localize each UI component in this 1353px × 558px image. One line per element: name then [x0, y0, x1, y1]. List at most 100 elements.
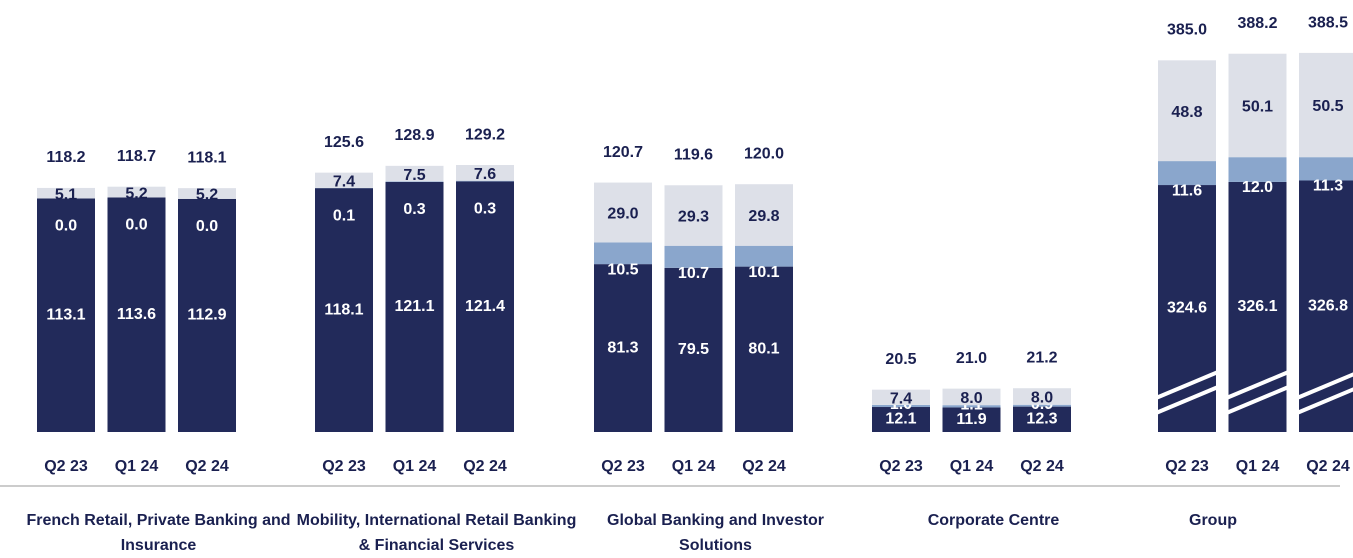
segment-label: 11.3 [1313, 178, 1343, 195]
segment-label: 5.2 [125, 185, 147, 202]
segment-label: 7.4 [890, 391, 912, 408]
chart: 113.1 0.0 5.1 118.2 Q2 23 113.6 0.0 5.2 118.7 Q1 … [0, 14, 1353, 487]
axis-break [1296, 372, 1353, 400]
total-label: 388.5 [1308, 14, 1348, 31]
bar-segment [1299, 52, 1353, 158]
bar-segment [315, 172, 373, 188]
bar-segment [735, 245, 793, 267]
segment-label: 29.8 [748, 208, 779, 225]
bar-segment [178, 198, 236, 432]
segment-label: 12.0 [1242, 179, 1273, 196]
segment-label: 50.1 [1242, 99, 1273, 116]
segment-label: 0.0 [55, 218, 77, 235]
bar-segment [664, 267, 723, 432]
segment-label: 80.1 [748, 341, 779, 358]
x-tick-label: Q2 23 [879, 458, 923, 475]
bar-segment [872, 407, 930, 432]
segment-label: 29.0 [607, 206, 638, 223]
bar-segment [735, 266, 793, 432]
x-tick-label: Q1 24 [672, 458, 716, 475]
segment-label: 118.1 [324, 301, 363, 318]
bar-segment [872, 389, 930, 405]
axis-break [1155, 385, 1219, 415]
segment-label: 0.0 [196, 218, 218, 235]
bar-segment [385, 181, 444, 432]
segment-label: 0.0 [125, 217, 147, 234]
segment-label: 50.5 [1312, 98, 1343, 115]
bar-segment [456, 180, 514, 182]
segment-label: 0.3 [403, 201, 425, 218]
segment-label: 81.3 [607, 339, 638, 356]
segment-label: 326.8 [1308, 297, 1348, 314]
bar-segment [456, 181, 514, 432]
segment-label: 121.1 [394, 298, 434, 315]
x-tick-label: Q2 24 [1020, 458, 1064, 475]
segment-label: 324.6 [1167, 300, 1207, 317]
total-label: 129.2 [465, 126, 505, 143]
bar-segment [385, 181, 444, 182]
group-title: Mobility, International Retail Banking &… [296, 512, 577, 554]
bar-segment [107, 197, 166, 432]
x-tick-label: Q1 24 [1236, 458, 1280, 475]
axis-break [1296, 387, 1353, 415]
bar-segment [1299, 180, 1353, 432]
bar-segment [594, 242, 652, 265]
bar-segment [942, 388, 1001, 406]
x-tick-label: Q2 23 [601, 458, 645, 475]
segment-label: 7.5 [403, 167, 425, 184]
segment-label: 79.5 [678, 341, 709, 358]
segment-label: 8.0 [960, 390, 982, 407]
bar-segment [1228, 157, 1287, 182]
bar-segment [942, 405, 1001, 408]
axis-break [1225, 385, 1290, 415]
total-label: 125.6 [324, 134, 364, 151]
bar-segment [385, 165, 444, 182]
bar-segment [1158, 161, 1216, 186]
total-label: 128.9 [394, 127, 434, 144]
bar-segment [315, 188, 373, 432]
total-label: 118.2 [46, 149, 85, 166]
axis-break [1225, 370, 1290, 400]
bar-segment [1299, 157, 1353, 181]
segment-label: 112.9 [187, 307, 226, 324]
x-tick-label: Q1 24 [115, 458, 159, 475]
segment-label: 48.8 [1171, 104, 1202, 121]
segment-label: 11.9 [956, 411, 986, 428]
bar-segment [107, 186, 166, 198]
bar-segment [594, 182, 652, 243]
bar-segment [37, 187, 95, 199]
x-tick-label: Q2 24 [742, 458, 786, 475]
segment-label: 5.2 [196, 187, 218, 204]
group-title: Global Banking and Investor Solutions [607, 512, 824, 554]
x-tick-label: Q1 24 [393, 458, 437, 475]
total-label: 119.6 [674, 146, 713, 163]
total-label: 120.0 [744, 145, 784, 162]
bar-segment [1013, 388, 1071, 405]
segment-label: 11.6 [1172, 182, 1202, 199]
segment-label: 29.3 [678, 209, 709, 226]
total-label: 120.7 [603, 144, 643, 161]
segment-label: 8.0 [1031, 390, 1053, 407]
bar-segment [178, 188, 236, 199]
total-label: 21.2 [1026, 349, 1057, 366]
bar-segment [1158, 60, 1216, 162]
bar-segment [942, 407, 1001, 432]
segment-label: 10.5 [607, 261, 638, 278]
bar-segment [456, 165, 514, 181]
segment-label: 10.7 [678, 265, 709, 282]
segment-label: 10.1 [748, 264, 779, 281]
segment-label: 113.6 [117, 306, 156, 323]
group-title: Corporate Centre [927, 512, 1060, 529]
segment-label: 7.6 [474, 166, 496, 183]
total-label: 388.2 [1237, 15, 1277, 32]
bar-segment [735, 184, 793, 246]
total-label: 20.5 [885, 351, 916, 368]
segment-label: 121.4 [465, 298, 505, 315]
x-tick-label: Q2 24 [185, 458, 229, 475]
bar-segment [1013, 406, 1071, 432]
segment-label: 0.3 [474, 201, 496, 218]
segment-label: 7.4 [333, 174, 355, 191]
segment-label: 0.1 [333, 207, 355, 224]
segment-label: 12.1 [885, 411, 916, 428]
